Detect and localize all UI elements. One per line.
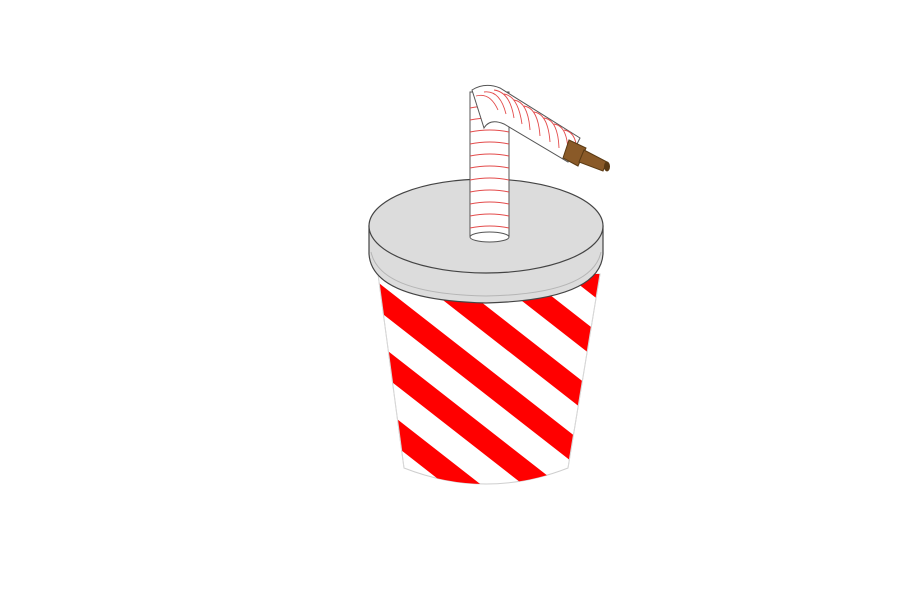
straw-tip-icon xyxy=(563,140,610,172)
